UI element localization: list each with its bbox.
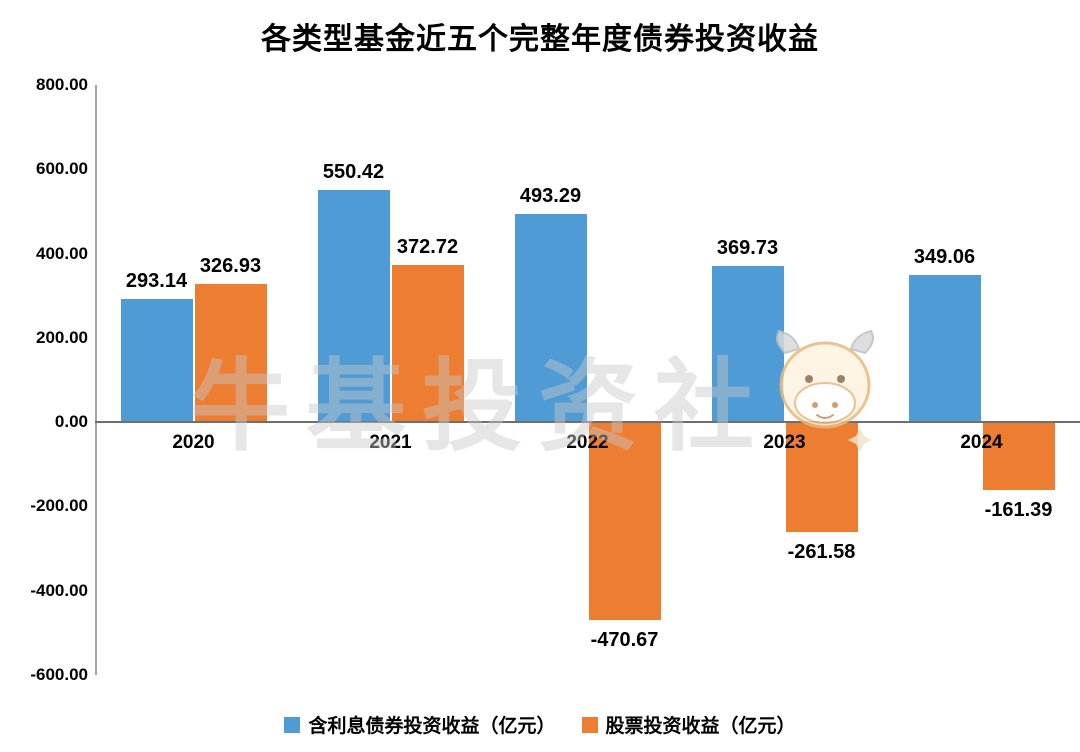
x-axis-category-label: 2024 xyxy=(960,432,1003,454)
y-axis-tick-label: -600.00 xyxy=(30,665,88,684)
bar-series1-2020 xyxy=(120,298,193,423)
bar-series2-2021 xyxy=(391,265,464,423)
bar-chart: 800.00 600.00 400.00 200.00 0.00 -200.00 -400.… xyxy=(0,75,1080,684)
y-axis-tick-label: 0.00 xyxy=(54,412,88,432)
data-label: 493.29 xyxy=(519,185,582,208)
x-axis-zero-line xyxy=(95,421,1080,424)
x-axis-category-label: 2022 xyxy=(566,432,609,454)
legend-swatch-icon xyxy=(284,716,301,733)
data-label: -470.67 xyxy=(590,629,659,652)
chart-title: 各类型基金近五个完整年度债券投资收益 xyxy=(261,23,819,56)
plot-area: 2020 293.14 326.93 2021 550.42 372.72 2022 493.… xyxy=(95,85,1080,675)
data-label: 550.42 xyxy=(322,161,385,184)
legend-item: 股票投资收益（亿元） xyxy=(581,711,796,738)
y-axis-tick-label: 800.00 xyxy=(36,75,88,94)
data-label: 293.14 xyxy=(125,269,188,292)
y-axis-line xyxy=(95,85,97,675)
bar-series1-2023 xyxy=(711,266,784,423)
data-label: 349.06 xyxy=(913,246,976,269)
bar-series1-2024 xyxy=(908,275,981,423)
y-axis-tick-label: -200.00 xyxy=(30,496,88,516)
bar-series1-2022 xyxy=(514,214,587,423)
legend-item: 含利息债券投资收益（亿元） xyxy=(284,711,556,738)
legend-label: 股票投资收益（亿元） xyxy=(605,716,796,737)
data-label: 372.72 xyxy=(396,236,459,259)
data-label: 326.93 xyxy=(199,255,262,278)
y-axis-tick-label: 200.00 xyxy=(36,327,88,347)
x-axis-category-label: 2023 xyxy=(763,432,806,454)
bar-series2-2024 xyxy=(982,422,1055,491)
bar-series2-2020 xyxy=(194,284,267,423)
legend: 含利息债券投资收益（亿元） 股票投资收益（亿元） xyxy=(0,711,1080,738)
data-label: 369.73 xyxy=(716,237,779,260)
x-axis-category-label: 2021 xyxy=(369,432,412,454)
data-label: -161.39 xyxy=(984,499,1053,522)
data-label: -261.58 xyxy=(787,541,856,564)
y-axis-tick-label: 600.00 xyxy=(36,159,88,179)
y-axis-ticks: 800.00 600.00 400.00 200.00 0.00 -200.00 -400.… xyxy=(0,75,88,684)
bar-series1-2021 xyxy=(317,190,390,423)
legend-label: 含利息债券投资收益（亿元） xyxy=(308,716,556,737)
bar-series2-2023 xyxy=(785,422,858,533)
legend-swatch-icon xyxy=(581,716,598,733)
bar-series2-2022 xyxy=(588,422,661,621)
y-axis-tick-label: -400.00 xyxy=(30,580,88,600)
x-axis-category-label: 2020 xyxy=(172,432,215,454)
y-axis-tick-label: 400.00 xyxy=(36,243,88,263)
